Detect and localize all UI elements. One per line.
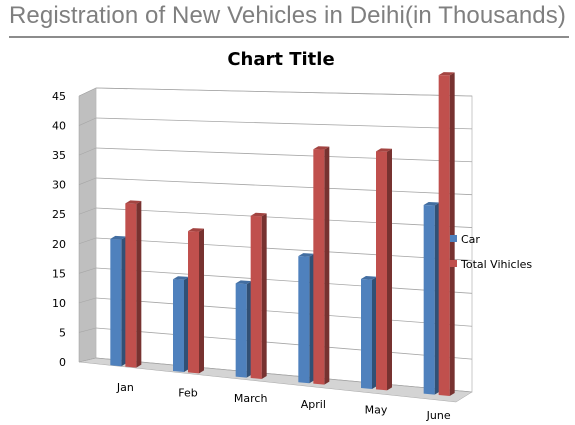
bar-total-vihicles-jan xyxy=(125,200,142,368)
x-tick-label: Jan xyxy=(116,381,134,394)
bar-side xyxy=(309,253,315,384)
bar-car-april xyxy=(298,253,315,384)
bar-total-vihicles-june xyxy=(438,72,455,396)
gridline-side xyxy=(78,327,97,333)
bar-front xyxy=(235,283,247,378)
y-tick-label: 30 xyxy=(52,179,66,192)
bar-side xyxy=(387,148,392,391)
gridline-side xyxy=(78,207,97,215)
bar-top xyxy=(313,146,330,150)
gridline-side xyxy=(78,87,97,97)
y-tick-label: 20 xyxy=(52,238,66,251)
bar-front xyxy=(438,75,450,396)
x-tick-label: March xyxy=(234,392,268,405)
y-tick-label: 15 xyxy=(52,267,66,280)
bar-side xyxy=(449,72,455,396)
bar-total-vihicles-march xyxy=(250,212,267,379)
gridline-side xyxy=(78,177,97,185)
gridline-side xyxy=(78,237,97,245)
bar-side xyxy=(372,276,377,389)
bar-front xyxy=(110,238,122,367)
gridline xyxy=(95,177,473,196)
bar-top xyxy=(423,202,440,206)
bar-side xyxy=(434,202,440,395)
bar-top xyxy=(250,212,267,217)
bar-side xyxy=(199,228,204,374)
bars xyxy=(110,72,455,396)
legend: Car Total Vihicles xyxy=(450,233,532,271)
bar-total-vihicles-april xyxy=(313,146,330,385)
bar-front xyxy=(173,279,184,372)
bar-top xyxy=(125,200,142,204)
bar-front xyxy=(125,203,137,368)
x-tick-label: May xyxy=(365,404,388,417)
bar-front xyxy=(313,149,325,385)
y-tick-label: 35 xyxy=(52,149,66,162)
bar-side xyxy=(324,146,330,385)
bar-front xyxy=(250,215,262,379)
bar-top xyxy=(235,280,252,285)
y-tick-label: 25 xyxy=(52,208,66,221)
bar-top xyxy=(376,148,392,152)
gridline xyxy=(95,207,473,228)
bar-car-jan xyxy=(110,235,127,367)
bar-side xyxy=(121,236,127,367)
legend-label: Car xyxy=(461,233,480,246)
bar-top xyxy=(298,253,315,257)
y-tick-label: 40 xyxy=(52,120,66,133)
bar-front xyxy=(298,256,310,384)
x-tick-label: April xyxy=(301,398,326,411)
chart-title: Chart Title xyxy=(227,49,334,70)
x-tick-label: Feb xyxy=(178,387,197,400)
gridline xyxy=(95,237,473,261)
bar-front xyxy=(423,205,435,395)
legend-swatch xyxy=(450,260,457,267)
gridline xyxy=(95,327,473,360)
y-tick-label: 5 xyxy=(59,326,66,339)
bar-total-vihicles-feb xyxy=(188,228,204,374)
gridline xyxy=(95,117,473,130)
bar-side xyxy=(261,213,267,379)
y-tick-label: 45 xyxy=(52,90,66,103)
bar-top xyxy=(361,276,377,280)
bar-top xyxy=(173,276,189,280)
x-tick-label: June xyxy=(426,409,451,422)
bar-top xyxy=(110,235,127,240)
bar-side xyxy=(136,200,142,368)
bar-side xyxy=(184,276,189,372)
gridlines xyxy=(78,87,473,393)
legend-swatch xyxy=(450,235,457,242)
x-axis: Jan Feb March April May June xyxy=(116,381,451,422)
chart-back-wall xyxy=(95,87,473,393)
legend-label: Total Vihicles xyxy=(460,258,532,271)
page-title: Registration of New Vehicles in Deihi(in… xyxy=(9,2,566,29)
bar-total-vihicles-may xyxy=(376,148,392,391)
bar-side xyxy=(246,281,252,378)
y-tick-label: 0 xyxy=(59,356,66,369)
gridline-side xyxy=(78,357,97,363)
bar-car-may xyxy=(361,276,377,389)
gridline xyxy=(95,87,473,97)
gridline-side xyxy=(78,117,97,126)
gridline-side xyxy=(78,147,97,156)
bar-car-june xyxy=(423,202,440,395)
bar-top xyxy=(438,72,455,76)
bar-top xyxy=(188,228,204,232)
gridline-side xyxy=(78,297,97,304)
bar-front xyxy=(376,151,387,391)
gridline xyxy=(95,357,473,393)
bar-front xyxy=(361,279,372,389)
title-divider xyxy=(9,36,569,38)
gridline xyxy=(95,267,473,294)
bar-front xyxy=(188,231,199,374)
gridline-side xyxy=(78,267,97,274)
bar-car-march xyxy=(235,280,252,378)
bar-car-feb xyxy=(173,276,189,372)
y-axis: 0 5 10 15 20 25 30 35 40 45 xyxy=(52,90,66,369)
gridline xyxy=(95,297,473,327)
chart-side-wall xyxy=(78,87,97,363)
y-tick-label: 10 xyxy=(52,297,66,310)
gridline xyxy=(95,147,473,163)
